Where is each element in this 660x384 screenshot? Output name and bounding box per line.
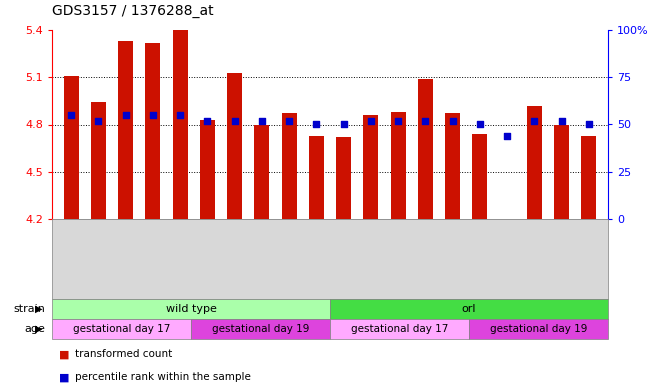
Text: GDS3157 / 1376288_at: GDS3157 / 1376288_at [52,4,214,18]
Text: gestational day 17: gestational day 17 [351,324,448,334]
Bar [554,124,569,219]
Point [284,118,294,124]
Point [420,118,431,124]
Text: age: age [24,324,46,334]
Bar [445,114,460,219]
Bar [309,136,324,219]
Bar [581,136,597,219]
Point [311,121,321,127]
Bar [336,137,351,219]
Point [447,118,458,124]
Bar [118,41,133,219]
Text: wild type: wild type [166,304,216,314]
Point [175,112,185,118]
Point [202,118,213,124]
Text: ▶: ▶ [34,324,42,334]
Text: gestational day 19: gestational day 19 [490,324,587,334]
Point [556,118,567,124]
Bar [145,43,160,219]
Point [148,112,158,118]
Bar [200,120,215,219]
Text: ■: ■ [59,372,69,382]
Text: percentile rank within the sample: percentile rank within the sample [75,372,251,382]
Text: strain: strain [13,304,46,314]
Text: ▶: ▶ [34,304,42,314]
Point [66,112,77,118]
Bar [282,114,296,219]
Bar [364,115,378,219]
Bar [63,76,79,219]
Point [393,118,403,124]
Bar [418,79,433,219]
Point [339,121,349,127]
Bar [91,103,106,219]
Point [229,118,240,124]
Point [475,121,485,127]
Bar [527,106,542,219]
Bar [473,134,487,219]
Text: orl: orl [462,304,477,314]
Bar [227,73,242,219]
Text: transformed count: transformed count [75,349,172,359]
Text: gestational day 17: gestational day 17 [73,324,170,334]
Point [93,118,104,124]
Bar [173,30,187,219]
Text: gestational day 19: gestational day 19 [212,324,309,334]
Bar [254,124,269,219]
Point [529,118,540,124]
Point [583,121,594,127]
Text: ■: ■ [59,349,69,359]
Point [502,133,512,139]
Point [257,118,267,124]
Bar [391,112,406,219]
Point [120,112,131,118]
Point [366,118,376,124]
